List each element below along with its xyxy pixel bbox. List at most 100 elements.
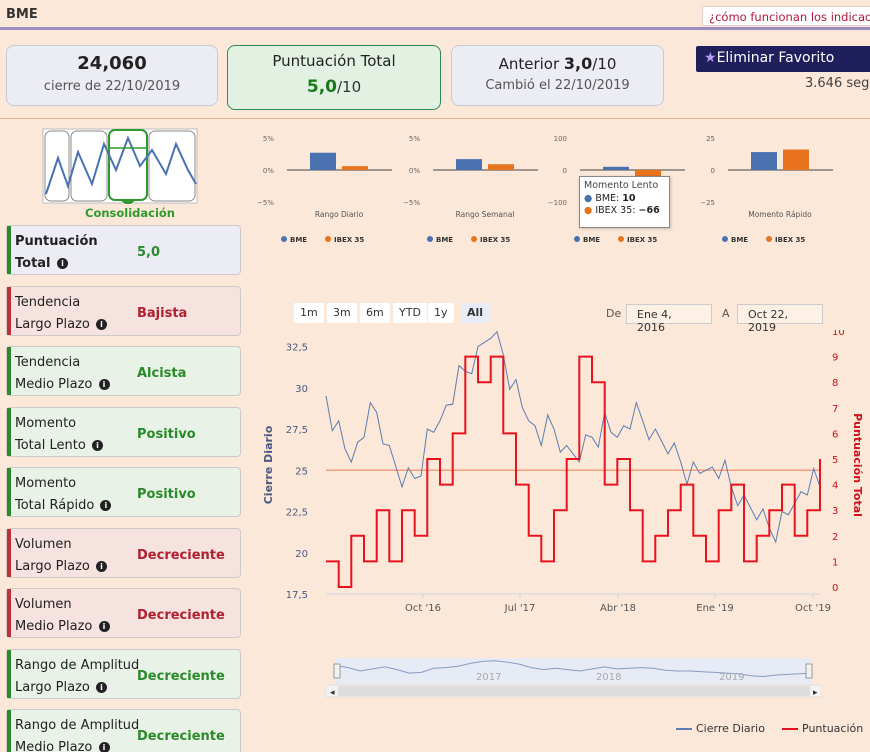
y-tick-label: −25 [700, 199, 715, 207]
y2-axis-tick: 7 [832, 404, 838, 415]
legend-score[interactable]: Puntuación [782, 722, 863, 735]
how-indicators-work-link[interactable]: ¿cómo funcionan los indicadores? [702, 6, 870, 26]
metric-status-bar [7, 589, 11, 637]
range-button-1y[interactable]: 1y [428, 303, 454, 323]
y-tick-label: 0% [263, 167, 274, 175]
navigator-handle-left[interactable] [333, 663, 341, 679]
metric-status-bar [7, 286, 11, 335]
info-icon[interactable]: i [96, 681, 107, 693]
mini-bar-chart: 5% 0% −5% Rango Semanal BME IBEX 35 [403, 135, 538, 244]
metric-card[interactable]: Rango de Amplitud Largo Plazo i Decrecient… [6, 648, 241, 699]
metric-status-bar [7, 710, 11, 752]
price-line[interactable] [325, 330, 821, 544]
range-button-6m[interactable]: 6m [360, 303, 390, 323]
bar-bme[interactable] [456, 159, 482, 170]
scrollbar-thumb[interactable] [338, 686, 810, 696]
y-axis-tick: 30 [295, 384, 308, 395]
metric-label-2: Medio Plazo i [15, 619, 110, 634]
info-icon[interactable]: i [96, 318, 107, 330]
navigator-handle-right[interactable] [805, 663, 813, 679]
close-price-value: 24,060 [77, 53, 147, 74]
remove-favorite-button[interactable]: ★Eliminar Favorito [696, 46, 870, 72]
y-tick-label: −5% [257, 199, 274, 207]
y2-axis-tick: 1 [832, 557, 838, 568]
info-icon[interactable]: i [57, 258, 69, 269]
info-icon[interactable]: i [96, 560, 107, 572]
bar-ibex-35[interactable] [488, 164, 514, 170]
mini-chart-title: Rango Semanal [456, 210, 515, 219]
bar-ibex-35[interactable] [342, 166, 368, 170]
x-axis-tick: Jul '17 [504, 603, 536, 614]
tooltip-ibex-row: ● IBEX 35: −66 [584, 205, 660, 216]
legend-marker [427, 236, 433, 242]
metric-card[interactable]: Puntuación Total i 5,0 [6, 225, 241, 275]
metric-card[interactable]: Tendencia Medio Plazo i Alcista [6, 346, 241, 396]
info-icon[interactable]: i [100, 500, 112, 511]
scroll-right-arrow-icon[interactable]: ▸ [813, 688, 818, 698]
legend-label[interactable]: IBEX 35 [627, 236, 657, 244]
y2-axis-tick: 0 [832, 583, 838, 594]
to-date-input[interactable]: Oct 22, 2019 [737, 304, 823, 334]
from-date-input[interactable]: Ene 4, 2016 [626, 304, 712, 334]
metric-value: Decreciente [137, 547, 225, 563]
legend-label[interactable]: BME [290, 236, 307, 244]
bar-bme[interactable] [603, 166, 629, 170]
close-price-caption: cierre de 22/10/2019 [43, 79, 181, 94]
metric-label-1: Tendencia [15, 355, 81, 370]
metric-label-1: Momento [15, 476, 77, 491]
navigator-series [335, 660, 813, 678]
navigator-chart[interactable]: 2017 2018 2019 ◂ ▸ [326, 658, 822, 698]
legend-price[interactable]: Cierre Diario [676, 722, 765, 735]
bar-bme[interactable] [751, 152, 777, 170]
metric-value: Positivo [137, 487, 196, 502]
metric-card[interactable]: Momento Total Rápido i Positivo [6, 467, 241, 517]
metric-status-bar [7, 226, 11, 274]
legend-label[interactable]: IBEX 35 [775, 236, 805, 244]
legend-label[interactable]: IBEX 35 [480, 236, 510, 244]
legend-marker [574, 236, 580, 242]
y2-axis-tick: 6 [832, 429, 838, 440]
metric-card[interactable]: Volumen Largo Plazo i Decreciente [6, 527, 241, 578]
metric-label-2: Largo Plazo i [15, 680, 107, 695]
info-icon[interactable]: i [98, 742, 110, 752]
legend-marker [325, 236, 331, 242]
bar-ibex-35[interactable] [783, 149, 809, 170]
y-tick-label: −5% [403, 199, 420, 207]
y-axis-tick: 22,5 [286, 508, 308, 519]
x-axis-tick: Ene '19 [696, 603, 733, 614]
info-icon[interactable]: i [98, 621, 110, 632]
y-tick-label: 5% [409, 135, 420, 143]
metric-status-bar [7, 407, 11, 456]
info-icon[interactable]: i [91, 439, 103, 451]
legend-label[interactable]: BME [583, 236, 600, 244]
navigator-year: 2019 [719, 672, 744, 683]
legend-marker [722, 236, 728, 242]
metric-value: Decreciente [137, 608, 225, 623]
metric-card[interactable]: Volumen Medio Plazo i Decreciente [6, 588, 241, 638]
metric-card[interactable]: Rango de Amplitud Medio Plazo i Decrecient… [6, 709, 241, 752]
metric-label-1: Tendencia [15, 294, 81, 310]
range-button-ytd[interactable]: YTD [393, 303, 427, 323]
metric-card[interactable]: Tendencia Largo Plazo i Bajista [6, 285, 241, 336]
metric-card[interactable]: Momento Total Lento i Positivo [6, 406, 241, 457]
legend-marker [618, 236, 624, 242]
total-score-card: Puntuación Total 5,0/10 [227, 45, 441, 110]
range-button-all[interactable]: All [461, 303, 490, 323]
range-button-3m[interactable]: 3m [327, 303, 357, 323]
mini-bar-chart: 25 0 −25 Momento Rápido BME IBEX 35 [700, 135, 833, 244]
from-label: De [606, 307, 622, 320]
mini-chart-title: Rango Diario [315, 210, 364, 219]
scroll-left-arrow-icon[interactable]: ◂ [330, 688, 335, 698]
metric-status-bar [7, 347, 11, 395]
navigator-mask [336, 658, 812, 684]
legend-label[interactable]: BME [436, 236, 453, 244]
mini-chart-title: Momento Rápido [748, 210, 812, 219]
y2-axis-tick: 10 [832, 330, 845, 338]
range-button-1m[interactable]: 1m [294, 303, 324, 323]
bar-bme[interactable] [310, 152, 336, 170]
legend-label[interactable]: BME [731, 236, 748, 244]
to-label: A [722, 307, 730, 320]
legend-label[interactable]: IBEX 35 [334, 236, 364, 244]
score-line[interactable] [326, 355, 821, 588]
info-icon[interactable]: i [98, 379, 110, 390]
